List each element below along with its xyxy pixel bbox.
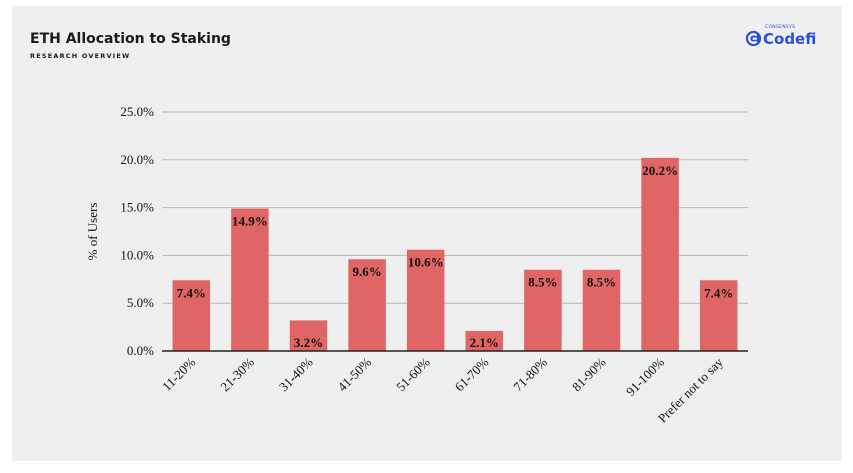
x-tick-label: 31-40%	[276, 354, 316, 394]
y-tick-label: 0.0%	[127, 343, 154, 358]
data-label: 8.5%	[587, 275, 616, 290]
y-tick-label: 10.0%	[120, 247, 154, 262]
logo-brand-name: Codefi	[763, 30, 817, 48]
chart-title: ETH Allocation to Staking	[30, 31, 231, 47]
x-tick-label: 81-90%	[569, 354, 609, 394]
slide-background	[12, 6, 842, 461]
bar	[289, 320, 328, 351]
x-tick-label: 41-50%	[335, 354, 375, 394]
bar	[582, 269, 621, 351]
y-tick-label: 20.0%	[120, 152, 154, 167]
codefi-logo: CONSENSYS Codefi	[745, 25, 817, 55]
data-label: 8.5%	[528, 275, 557, 290]
bar	[641, 157, 679, 351]
codefi-logo-icon	[745, 30, 762, 47]
bar	[524, 269, 562, 351]
data-label: 20.2%	[642, 163, 678, 178]
bar	[465, 330, 504, 351]
y-tick-label: 5.0%	[127, 295, 154, 310]
logo-brand-small: CONSENSYS	[765, 25, 796, 30]
x-tick-label: 91-100%	[623, 354, 667, 398]
data-label: 10.6%	[408, 255, 444, 270]
bar	[348, 259, 386, 351]
bar	[406, 249, 445, 351]
data-label: 7.4%	[704, 285, 733, 300]
bar	[172, 280, 211, 351]
y-tick-label: 15.0%	[120, 200, 154, 215]
data-label: 7.4%	[177, 285, 206, 300]
x-tick-label: 61-70%	[452, 354, 492, 394]
x-tick-label: 21-30%	[217, 354, 257, 394]
bar	[231, 208, 269, 351]
data-label: 14.9%	[232, 214, 268, 229]
data-label: 3.2%	[294, 335, 323, 350]
y-axis-label: % of Users	[85, 203, 100, 261]
bar	[699, 280, 738, 351]
data-label: 2.1%	[470, 335, 499, 350]
x-tick-label: 11-20%	[159, 354, 198, 393]
data-label: 9.6%	[352, 264, 381, 279]
y-tick-label: 25.0%	[120, 104, 154, 119]
x-tick-label: 51-60%	[393, 354, 433, 394]
x-tick-label: 71-80%	[510, 354, 550, 394]
chart-subtitle: RESEARCH OVERVIEW	[30, 52, 131, 60]
